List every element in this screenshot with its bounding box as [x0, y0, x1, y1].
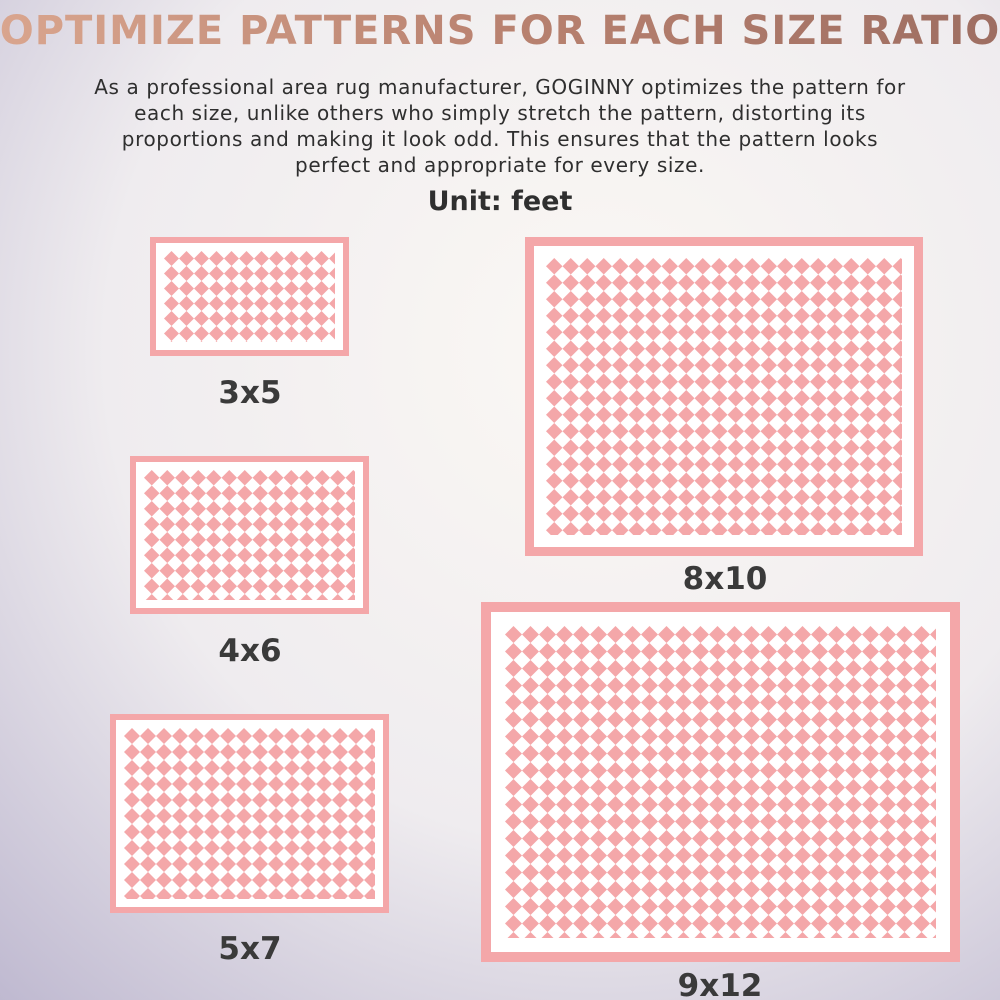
rug — [110, 714, 389, 913]
description-line: each size, unlike others who simply stre… — [134, 101, 866, 125]
rug-pattern — [124, 728, 375, 899]
description-line: proportions and making it look odd. This… — [122, 127, 878, 151]
rug-size-label: 3x5 — [218, 375, 281, 411]
rug-size-label: 5x7 — [218, 931, 281, 967]
rug-pattern — [144, 470, 355, 600]
rug-pattern — [505, 626, 936, 938]
rug-size-label: 4x6 — [218, 633, 281, 669]
title: OPTIMIZE PATTERNS FOR EACH SIZE RATIO — [0, 8, 1000, 54]
rug — [130, 456, 369, 614]
rug-pattern — [546, 258, 902, 535]
rug — [481, 602, 960, 962]
rug-size-label: 8x10 — [683, 561, 768, 597]
unit-label: Unit: feet — [428, 186, 573, 217]
rug-pattern — [164, 251, 335, 342]
description-line: perfect and appropriate for every size. — [295, 153, 705, 177]
rug — [525, 237, 923, 556]
rug — [150, 237, 349, 356]
rug-size-label: 9x12 — [678, 968, 763, 1000]
description-line: As a professional area rug manufacturer,… — [94, 75, 906, 99]
